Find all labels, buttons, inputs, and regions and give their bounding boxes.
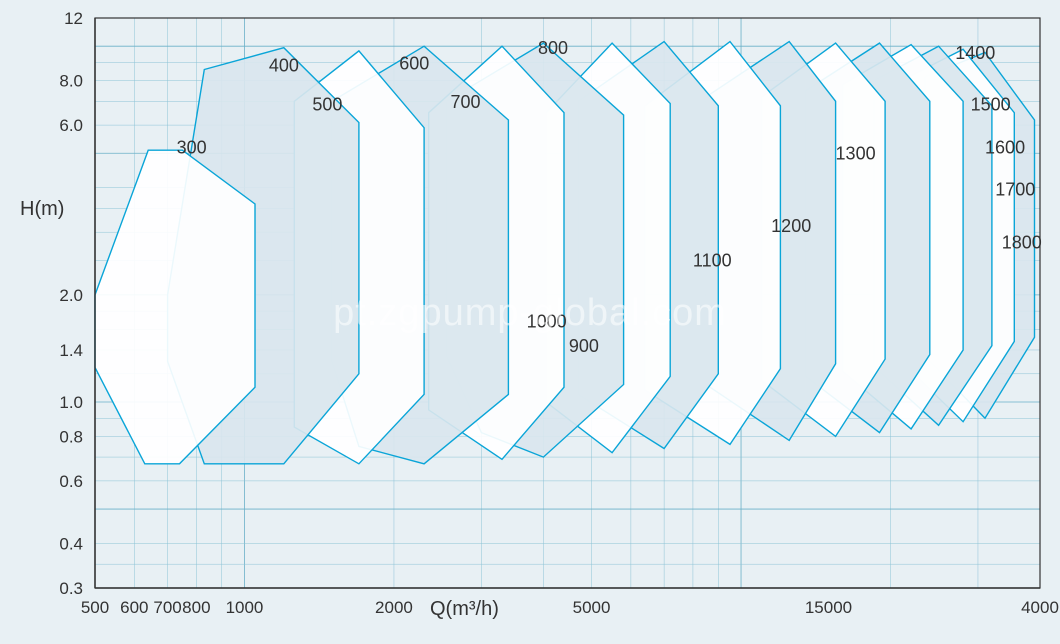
region-label-1500: 1500 — [971, 94, 1011, 114]
y-tick: 0.3 — [59, 579, 83, 598]
x-tick: 500 — [81, 598, 109, 617]
x-tick: 1000 — [226, 598, 264, 617]
x-tick: 800 — [182, 598, 210, 617]
region-label-300: 300 — [177, 137, 207, 157]
region-label-800: 800 — [538, 38, 568, 58]
x-tick: 5000 — [573, 598, 611, 617]
envelope-regions — [95, 42, 1035, 464]
y-tick: 0.4 — [59, 535, 83, 554]
watermark-text: pt.zgpump-global.com — [333, 292, 727, 334]
x-axis-label: Q(m³/h) — [430, 598, 499, 620]
region-label-400: 400 — [269, 55, 299, 75]
region-label-1200: 1200 — [771, 216, 811, 236]
region-label-1800: 1800 — [1002, 232, 1042, 252]
y-tick: 12 — [64, 9, 83, 28]
pump-chart: 3004005006007008009001000110012001300140… — [0, 0, 1060, 644]
y-tick: 2.0 — [59, 286, 83, 305]
region-label-1600: 1600 — [985, 137, 1025, 157]
region-label-1300: 1300 — [836, 144, 876, 164]
y-tick: 1.4 — [59, 341, 83, 360]
y-tick: 8.0 — [59, 72, 83, 91]
x-tick: 15000 — [805, 598, 852, 617]
region-label-1700: 1700 — [995, 180, 1035, 200]
region-label-600: 600 — [399, 53, 429, 73]
x-tick: 600 — [120, 598, 148, 617]
y-tick: 0.8 — [59, 427, 83, 446]
region-label-900: 900 — [569, 336, 599, 356]
y-tick: 0.6 — [59, 472, 83, 491]
region-label-1400: 1400 — [955, 43, 995, 63]
region-label-500: 500 — [312, 94, 342, 114]
region-label-1100: 1100 — [693, 251, 732, 271]
region-label-700: 700 — [451, 92, 481, 112]
y-axis-label: H(m) — [20, 198, 64, 220]
x-tick: 2000 — [375, 598, 413, 617]
y-tick: 6.0 — [59, 116, 83, 135]
x-tick: 700 — [153, 598, 181, 617]
y-tick: 1.0 — [59, 393, 83, 412]
x-tick: 4000 — [1021, 598, 1059, 617]
